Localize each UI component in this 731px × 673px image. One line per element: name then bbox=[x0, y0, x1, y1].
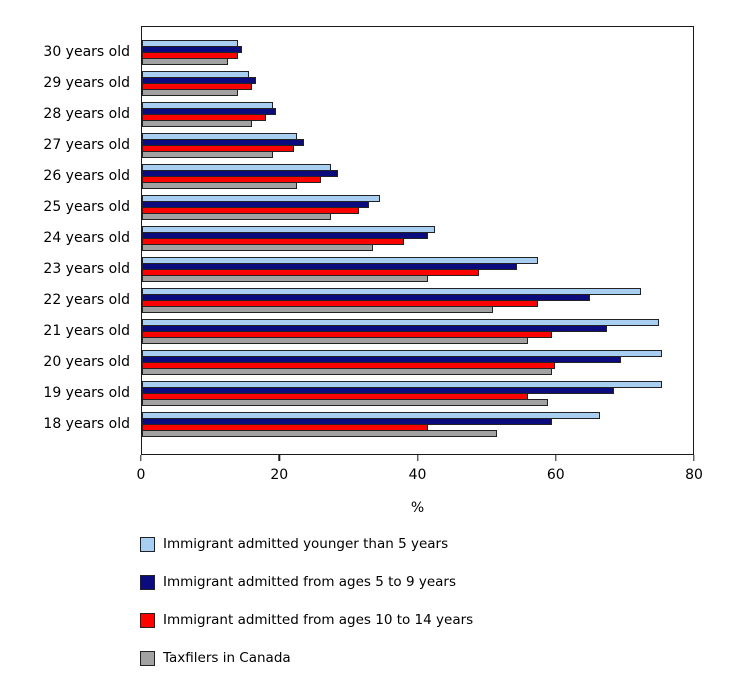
bar-group bbox=[142, 412, 693, 437]
x-tick-label: 20 bbox=[270, 467, 289, 483]
x-tick-mark bbox=[693, 455, 695, 461]
bar-group bbox=[142, 164, 693, 189]
y-axis-label: 26 years old bbox=[43, 167, 130, 184]
legend-label: Taxfilers in Canada bbox=[163, 650, 291, 666]
bar-series-3 bbox=[142, 368, 552, 375]
bar-series-3 bbox=[142, 244, 373, 251]
y-axis-label: 27 years old bbox=[43, 136, 130, 153]
bar-series-3 bbox=[142, 306, 494, 313]
y-axis-label: 20 years old bbox=[43, 353, 130, 370]
bar-series-3 bbox=[142, 275, 428, 282]
legend-swatch-icon bbox=[140, 574, 155, 590]
bar-group bbox=[142, 319, 693, 344]
bar-series-3 bbox=[142, 182, 297, 189]
y-axis-labels: 30 years old 29 years old 28 years old 27 y… bbox=[0, 39, 130, 442]
y-axis-label: 29 years old bbox=[43, 74, 130, 91]
legend-item: Taxfilers in Canada bbox=[140, 650, 473, 666]
legend-label: Immigrant admitted from ages 5 to 9 year… bbox=[163, 574, 456, 590]
bar-group bbox=[142, 40, 693, 65]
bar-group bbox=[142, 195, 693, 220]
legend-swatch-icon bbox=[140, 536, 155, 552]
y-axis-label: 30 years old bbox=[43, 43, 130, 60]
legend-item: Immigrant admitted from ages 10 to 14 ye… bbox=[140, 612, 473, 628]
y-axis-label: 25 years old bbox=[43, 198, 130, 215]
x-tick-mark bbox=[416, 455, 419, 461]
y-axis-label: 19 years old bbox=[43, 384, 130, 401]
x-tick-label: 60 bbox=[546, 467, 565, 483]
bar-series-3 bbox=[142, 89, 239, 96]
bar-series-3 bbox=[142, 337, 528, 344]
bar-group bbox=[142, 257, 693, 282]
x-axis: 0 20 40 60 80 bbox=[137, 455, 703, 495]
bar-group bbox=[142, 381, 693, 406]
legend-label: Immigrant admitted from ages 10 to 14 ye… bbox=[163, 612, 474, 628]
x-tick-label: 0 bbox=[136, 467, 146, 483]
bar-group bbox=[142, 288, 693, 313]
x-axis-title: % bbox=[410, 500, 425, 516]
bar-series-3 bbox=[142, 399, 549, 406]
y-axis-label: 24 years old bbox=[43, 229, 130, 246]
legend: Immigrant admitted younger than 5 years I… bbox=[140, 536, 473, 673]
plot-area bbox=[141, 26, 694, 455]
legend-item: Immigrant admitted from ages 5 to 9 year… bbox=[140, 574, 473, 590]
x-tick-label: 80 bbox=[685, 467, 703, 483]
x-tick-mark bbox=[555, 455, 557, 461]
x-tick-label: 40 bbox=[408, 467, 427, 483]
bar-group bbox=[142, 226, 693, 251]
legend-item: Immigrant admitted younger than 5 years bbox=[140, 536, 473, 552]
legend-swatch-icon bbox=[140, 650, 155, 666]
y-axis-label: 22 years old bbox=[43, 291, 130, 308]
y-axis-label: 23 years old bbox=[43, 260, 130, 277]
bar-series-3 bbox=[142, 151, 273, 158]
y-axis-label: 18 years old bbox=[43, 415, 130, 432]
legend-swatch-icon bbox=[140, 612, 155, 628]
bar-group bbox=[142, 71, 693, 96]
bar-group bbox=[142, 102, 693, 127]
bar-group bbox=[142, 350, 693, 375]
legend-label: Immigrant admitted younger than 5 years bbox=[163, 536, 449, 552]
x-tick-mark bbox=[140, 455, 142, 461]
bar-group bbox=[142, 133, 693, 158]
bar-series-3 bbox=[142, 120, 253, 127]
x-tick-mark bbox=[278, 455, 280, 461]
bar-series-3 bbox=[142, 213, 332, 220]
y-axis-label: 21 years old bbox=[43, 322, 130, 339]
y-axis-label: 28 years old bbox=[43, 105, 130, 122]
bar-series-3 bbox=[142, 58, 229, 65]
bar-series-3 bbox=[142, 430, 497, 437]
